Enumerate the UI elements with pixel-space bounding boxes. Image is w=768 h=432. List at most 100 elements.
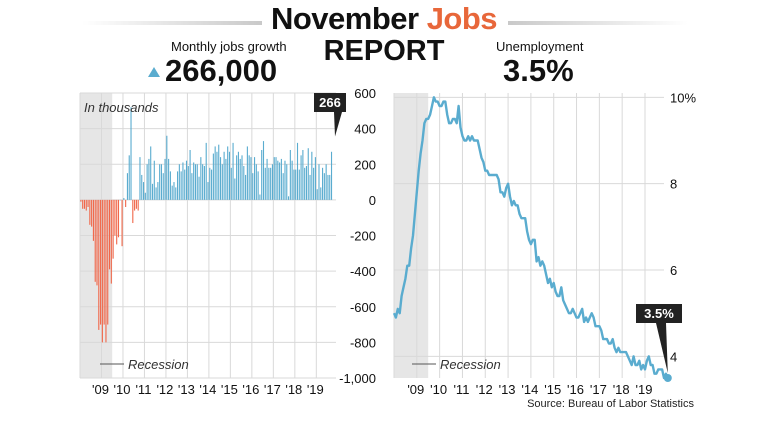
jobs-bar xyxy=(289,150,291,200)
jobs-bar xyxy=(200,157,202,200)
unemployment-x-tick-label: '11 xyxy=(453,382,469,397)
jobs-bar xyxy=(237,151,239,200)
jobs-bar xyxy=(307,148,309,200)
jobs-y-tick-label: 0 xyxy=(369,193,376,208)
jobs-bar xyxy=(273,157,275,200)
jobs-bar xyxy=(182,162,184,200)
jobs-bar xyxy=(241,155,243,200)
jobs-bar xyxy=(314,157,316,200)
unemployment-x-tick-label: '15 xyxy=(544,382,561,397)
jobs-bar xyxy=(164,158,166,200)
jobs-bar xyxy=(196,164,198,200)
unemployment-x-tick-label: '19 xyxy=(636,382,653,397)
jobs-x-tick-label: '17 xyxy=(264,382,281,397)
jobs-bar xyxy=(296,142,299,200)
jobs-bar xyxy=(228,151,231,200)
jobs-bar xyxy=(82,199,84,209)
jobs-bar xyxy=(150,146,152,200)
jobs-bar xyxy=(94,199,96,282)
jobs-bar xyxy=(193,162,195,200)
jobs-bar xyxy=(87,199,89,207)
unemployment-x-tick-label: '13 xyxy=(499,382,516,397)
jobs-bar xyxy=(141,174,143,200)
jobs-x-tick-label: '11 xyxy=(135,382,151,397)
jobs-bar xyxy=(137,199,139,211)
jobs-kpi-value: 266,000 xyxy=(165,53,278,88)
unemployment-line xyxy=(392,96,669,380)
jobs-bar xyxy=(166,135,168,200)
jobs-bar xyxy=(121,199,123,247)
unemployment-kpi-value: 3.5% xyxy=(503,53,574,88)
jobs-bar xyxy=(91,199,93,227)
jobs-bar xyxy=(311,151,313,200)
unemployment-end-point xyxy=(663,374,672,382)
jobs-bar xyxy=(92,199,94,241)
up-triangle-icon xyxy=(148,67,160,77)
unemployment-latest-badge-label: 3.5% xyxy=(644,306,674,321)
jobs-bar xyxy=(162,173,164,200)
jobs-bar xyxy=(171,185,173,200)
jobs-x-tick-label: '10 xyxy=(113,382,130,397)
jobs-y-tick-label: -400 xyxy=(350,264,376,279)
jobs-x-tick-label: '12 xyxy=(156,382,173,397)
jobs-bar xyxy=(207,182,209,200)
jobs-bar xyxy=(112,199,114,259)
jobs-bar xyxy=(151,183,154,200)
jobs-bar xyxy=(116,199,118,245)
jobs-bar xyxy=(323,173,325,200)
unemployment-x-tick-label: '10 xyxy=(430,382,447,397)
jobs-y-tick-label: -1,000 xyxy=(339,371,376,386)
jobs-bar xyxy=(221,164,223,200)
jobs-bar xyxy=(282,173,284,200)
unemployment-kpi-label: Unemployment xyxy=(496,39,584,54)
jobs-bar xyxy=(194,164,197,200)
unemployment-y-tick-label: 6 xyxy=(670,263,677,278)
unemployment-x-tick-label: '18 xyxy=(613,382,630,397)
jobs-bar xyxy=(253,157,256,200)
jobs-bar xyxy=(234,178,236,200)
jobs-bar xyxy=(268,167,270,200)
jobs-bar xyxy=(209,167,211,200)
jobs-bar xyxy=(288,196,290,200)
jobs-bar xyxy=(219,157,222,200)
jobs-bar xyxy=(261,150,263,200)
jobs-x-tick-label: '09 xyxy=(92,382,109,397)
jobs-bar xyxy=(327,174,329,200)
jobs-bar xyxy=(270,167,272,200)
jobs-bar xyxy=(275,157,277,200)
page-title: November Jobs xyxy=(0,2,768,36)
jobs-bar xyxy=(98,199,100,330)
jobs-bar xyxy=(114,199,116,236)
jobs-bar xyxy=(264,167,266,200)
jobs-x-tick-label: '13 xyxy=(178,382,195,397)
jobs-bar xyxy=(239,158,241,200)
jobs-chart: 600 400 200 0 -200 -400 -600 -800 -1,000 '09 '10 '1… xyxy=(79,86,376,397)
jobs-bar xyxy=(153,160,155,200)
unemployment-recession-label: Recession xyxy=(440,357,501,372)
jobs-y-tick-label: 400 xyxy=(354,122,376,137)
jobs-bar xyxy=(309,174,311,200)
jobs-units-note: In thousands xyxy=(84,100,159,115)
unemployment-y-tick-label: 8 xyxy=(670,177,677,192)
jobs-bar xyxy=(110,199,112,284)
jobs-bar xyxy=(252,173,254,200)
jobs-y-tick-label: 600 xyxy=(354,86,376,101)
title-accent: Jobs xyxy=(426,1,498,36)
jobs-x-tick-label: '18 xyxy=(285,382,302,397)
jobs-bar xyxy=(142,182,145,200)
unemployment-y-tick-label: 10% xyxy=(670,90,696,105)
jobs-kpi-label: Monthly jobs growth xyxy=(171,39,287,54)
jobs-bar xyxy=(246,146,248,200)
jobs-bar xyxy=(284,160,286,200)
jobs-bar xyxy=(320,187,322,200)
jobs-bar xyxy=(295,169,297,200)
title-rule-left xyxy=(82,21,262,25)
jobs-bar xyxy=(130,107,132,200)
jobs-x-tick-label: '16 xyxy=(242,382,259,397)
jobs-bar xyxy=(211,169,213,200)
jobs-bar xyxy=(280,158,282,200)
jobs-bar xyxy=(325,164,327,200)
unemployment-x-tick-label: '09 xyxy=(407,382,424,397)
jobs-bar xyxy=(107,199,109,325)
